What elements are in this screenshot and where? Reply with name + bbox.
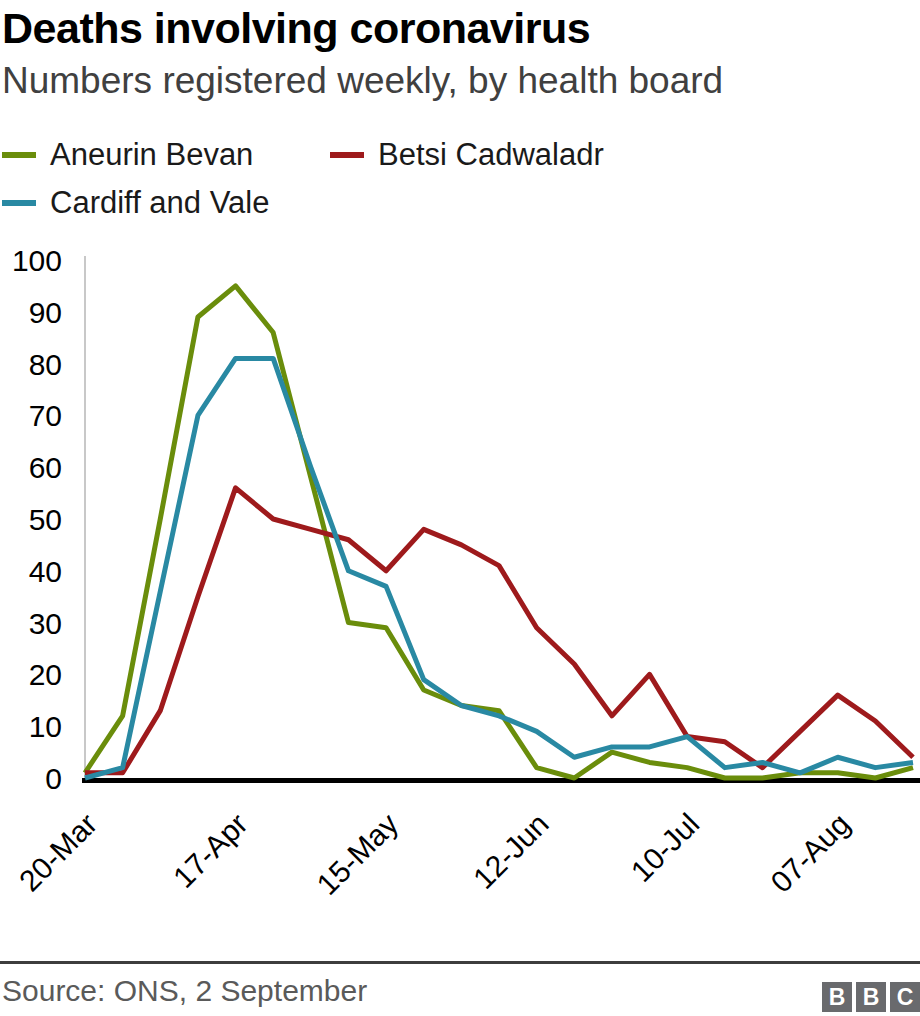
y-axis-label: 20 [29,658,62,691]
y-axis-label: 90 [29,296,62,329]
y-axis-label: 80 [29,348,62,381]
legend-label-cardiff-and-vale: Cardiff and Vale [50,185,269,221]
source-note: Source: ONS, 2 September [2,974,367,1008]
page-subtitle: Numbers registered weekly, by health boa… [2,60,723,102]
y-axis-label: 40 [29,555,62,588]
bbc-logo: B B C [822,982,920,1012]
bbc-logo-block-c: C [890,982,920,1012]
legend-item-aneurin-bevan: Aneurin Bevan [2,137,330,173]
x-axis-label: 10-Jul [624,807,705,888]
y-axis-label: 10 [29,710,62,743]
series-line-aneurin-bevan [85,286,913,778]
legend-item-cardiff-and-vale: Cardiff and Vale [2,185,330,221]
y-axis-label: 30 [29,607,62,640]
legend-label-betsi-cadwaladr: Betsi Cadwaladr [378,137,604,173]
y-axis-label: 70 [29,399,62,432]
x-axis-label: 17-Apr [167,807,254,894]
legend-swatch-aneurin-bevan [2,152,36,158]
x-axis-label: 15-May [310,807,404,901]
y-axis-label: 50 [29,503,62,536]
bbc-logo-block-b2: B [856,982,886,1012]
y-axis-label: 0 [45,762,62,795]
legend-label-aneurin-bevan: Aneurin Bevan [50,137,253,173]
legend-swatch-betsi-cadwaladr [330,152,364,158]
page-title: Deaths involving coronavirus [2,4,590,53]
legend-swatch-cardiff-and-vale [2,200,36,206]
chart-legend: Aneurin Bevan Betsi Cadwaladr Cardiff an… [2,137,604,221]
x-axis-label: 07-Aug [764,807,856,899]
x-axis-label: 20-Mar [13,807,104,898]
line-chart: 0 10 20 30 40 50 60 70 80 90 100 20-Mar 17-Apr 15-May… [0,240,920,940]
series-line-betsi-cadwaladr [85,488,913,773]
chart-svg: 0 10 20 30 40 50 60 70 80 90 100 20-Mar 17-Apr 15-May… [0,240,920,940]
x-axis-label: 12-Jun [467,807,555,895]
y-axis-label: 100 [12,244,62,277]
footer-divider [0,961,920,964]
y-axis-label: 60 [29,451,62,484]
bbc-logo-block-b1: B [822,982,852,1012]
legend-item-betsi-cadwaladr: Betsi Cadwaladr [330,137,604,173]
